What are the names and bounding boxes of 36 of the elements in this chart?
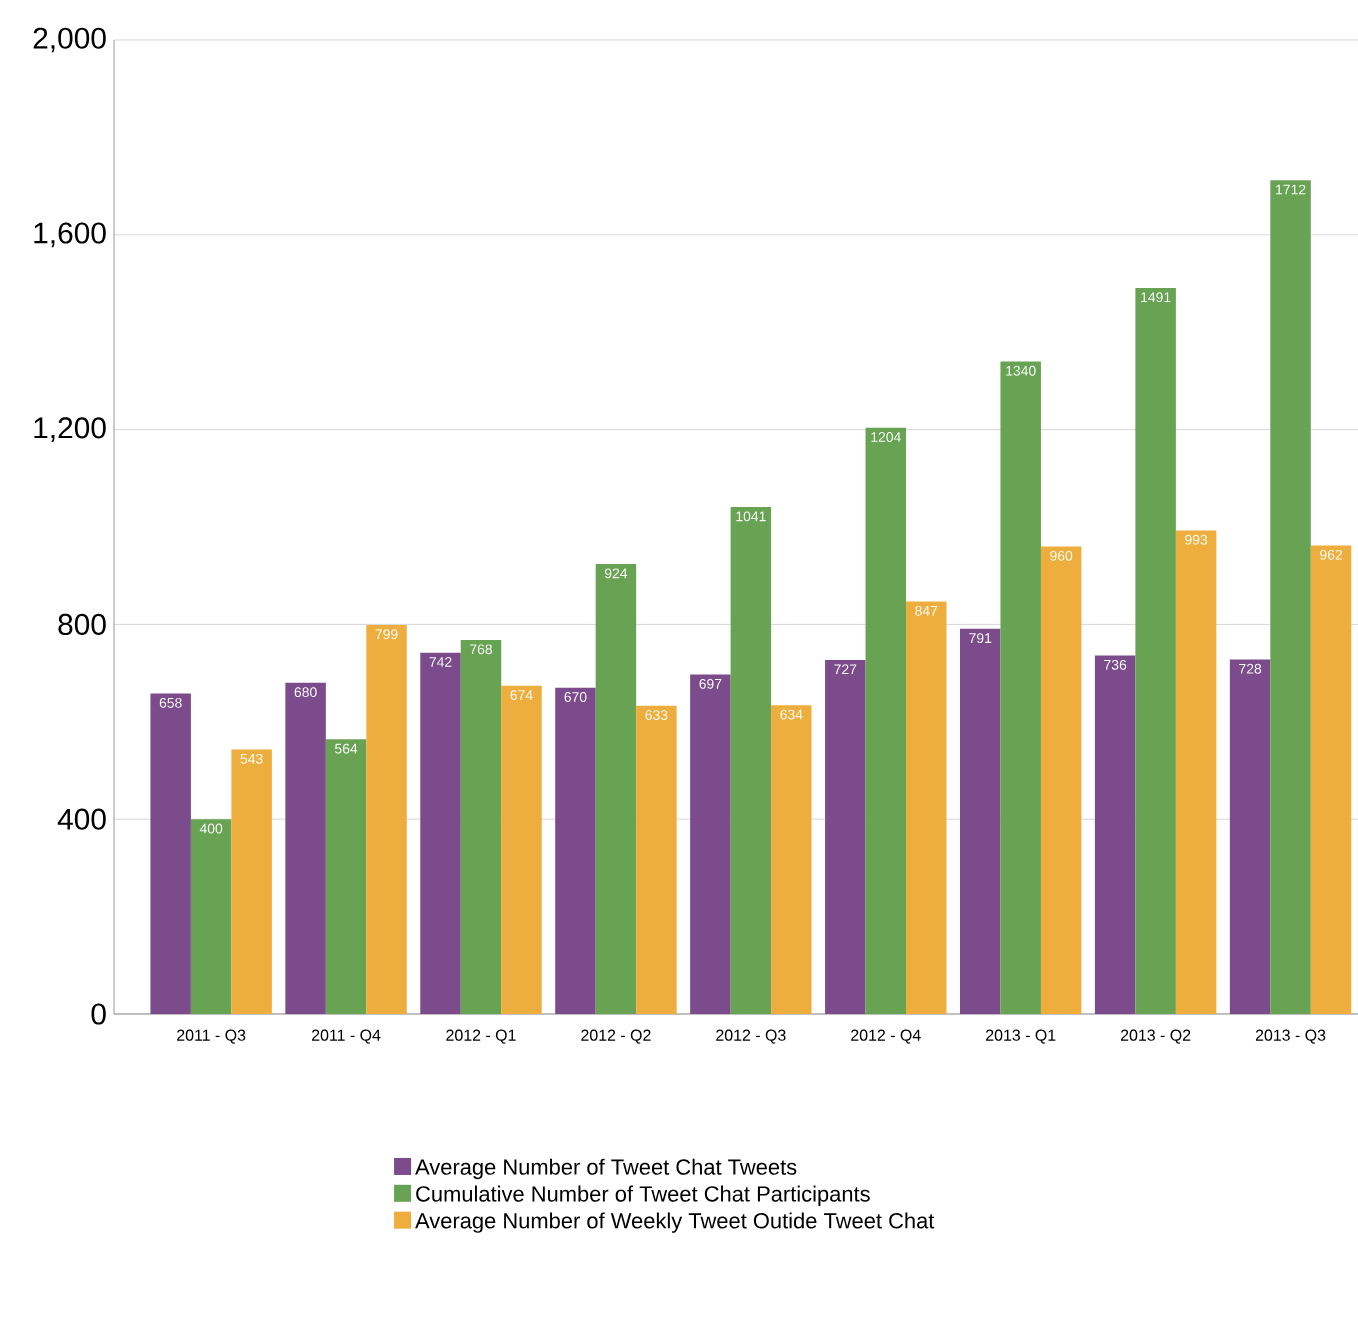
y-tick-label: 0 [91,1003,106,1025]
bar [231,749,272,1014]
bar [325,739,367,1014]
bar [150,693,191,1014]
bar [1175,530,1217,1014]
bar [730,507,772,1014]
bar [1040,546,1082,1014]
y-tick-label: 2,000 [33,27,106,53]
legend-label: Cumulative Number of Tweet Chat Participants [416,1185,870,1206]
bar [636,705,677,1014]
bar [825,659,866,1014]
y-tick-label: 1,600 [34,222,106,248]
bar [771,705,812,1014]
bar [1310,545,1352,1014]
legend-label: Average Number of Tweet Chat Tweets [415,1158,797,1180]
bar [555,687,596,1014]
bar [690,674,731,1014]
bar [285,682,326,1014]
bar [366,624,407,1014]
bar [1135,287,1176,1014]
bar [1270,180,1311,1014]
bar [1094,655,1136,1014]
bar [1229,659,1271,1014]
y-tick-label: 1,200 [34,417,106,442]
bar [1000,361,1041,1014]
bar [595,564,637,1014]
bar [865,427,907,1014]
bar [959,628,1001,1014]
bar [906,601,947,1014]
bar [501,685,542,1014]
y-tick-label: 400 [57,808,106,830]
legend-label: Average Number of Weekly Tweet Outide Tweet Chat [415,1212,935,1233]
y-tick-label: 800 [58,613,106,635]
bar [420,652,461,1014]
bar [460,639,502,1014]
bar [190,819,232,1014]
